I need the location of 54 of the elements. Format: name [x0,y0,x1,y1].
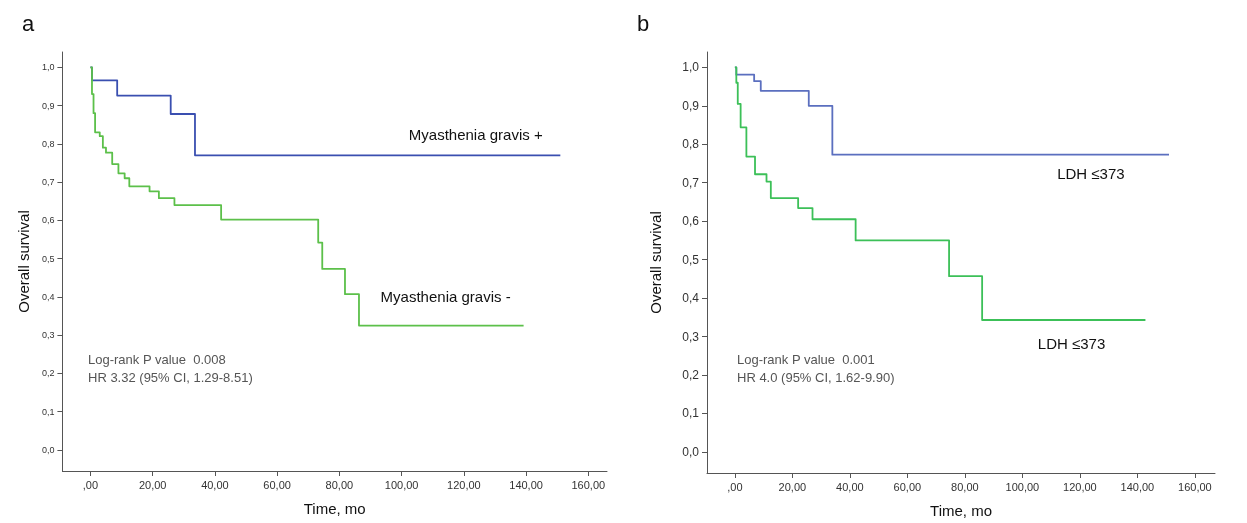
annotation: Log-rank P value 0.001 [737,352,875,367]
x-axis-title: Time, mo [930,502,992,519]
y-axis-title: Overall survival [647,211,664,314]
y-tick-label: 0,2 [41,368,55,379]
y-tick-label: 0,9 [41,100,55,111]
x-tick-label: 100,00 [384,478,419,491]
x-tick-label: ,00 [727,480,743,493]
x-tick-label: 80,00 [951,480,979,493]
series-label: Myasthenia gravis - [380,288,511,306]
y-tick-label: 0,3 [682,329,700,344]
y-tick-label: 0,8 [682,137,700,152]
chart-title: a [22,10,35,36]
x-tick-label: 40,00 [836,480,864,493]
y-tick-label: 0,5 [41,253,55,264]
x-tick-label: 60,00 [263,478,291,491]
y-tick-label: 0,8 [41,138,55,149]
x-tick-label: 80,00 [325,478,354,491]
chart-title: b [637,10,650,36]
annotation: HR 3.32 (95% CI, 1.29-8.51) [88,370,253,385]
x-tick-label: 140,00 [509,478,543,491]
x-tick-label: 120,00 [1063,480,1097,493]
y-tick-label: 0,5 [682,252,700,267]
y-tick-label: 1,0 [41,62,55,73]
x-tick-label: 20,00 [778,480,807,493]
annotation: HR 4.0 (95% CI, 1.62-9.90) [737,370,895,385]
x-tick-label: 160,00 [571,478,606,491]
y-tick-label: 0,0 [682,444,700,459]
x-tick-label: 40,00 [201,478,229,491]
x-tick-label: 20,00 [138,478,167,491]
series-label: LDH ≤373 [1037,334,1106,352]
y-tick-label: 1,0 [682,60,700,75]
y-tick-label: 0,6 [41,215,55,226]
y-tick-label: 0,1 [682,406,700,421]
y-tick-label: 0,7 [41,177,55,188]
y-tick-label: 0,4 [41,291,55,302]
x-axis-title: Time, mo [303,500,366,517]
x-tick-label: 160,00 [1178,480,1212,493]
series-label: LDH ≤373 [1057,165,1125,183]
x-tick-label: 60,00 [893,480,922,493]
y-tick-label: 0,6 [682,214,700,229]
y-tick-label: 0,4 [682,291,700,306]
y-tick-label: 0,3 [41,330,55,341]
y-tick-label: 0,9 [682,98,700,113]
x-tick-label: 120,00 [447,478,481,491]
annotation: Log-rank P value 0.008 [88,352,226,367]
x-tick-label: 100,00 [1005,480,1040,493]
x-tick-label: 140,00 [1120,480,1155,493]
y-axis-title: Overall survival [15,210,32,313]
y-tick-label: 0,0 [41,444,55,455]
x-tick-label: ,00 [82,478,99,491]
series-label: Myasthenia gravis + [408,125,543,143]
y-tick-label: 0,2 [682,367,700,382]
y-tick-label: 0,1 [41,406,55,417]
y-tick-label: 0,7 [682,175,700,190]
